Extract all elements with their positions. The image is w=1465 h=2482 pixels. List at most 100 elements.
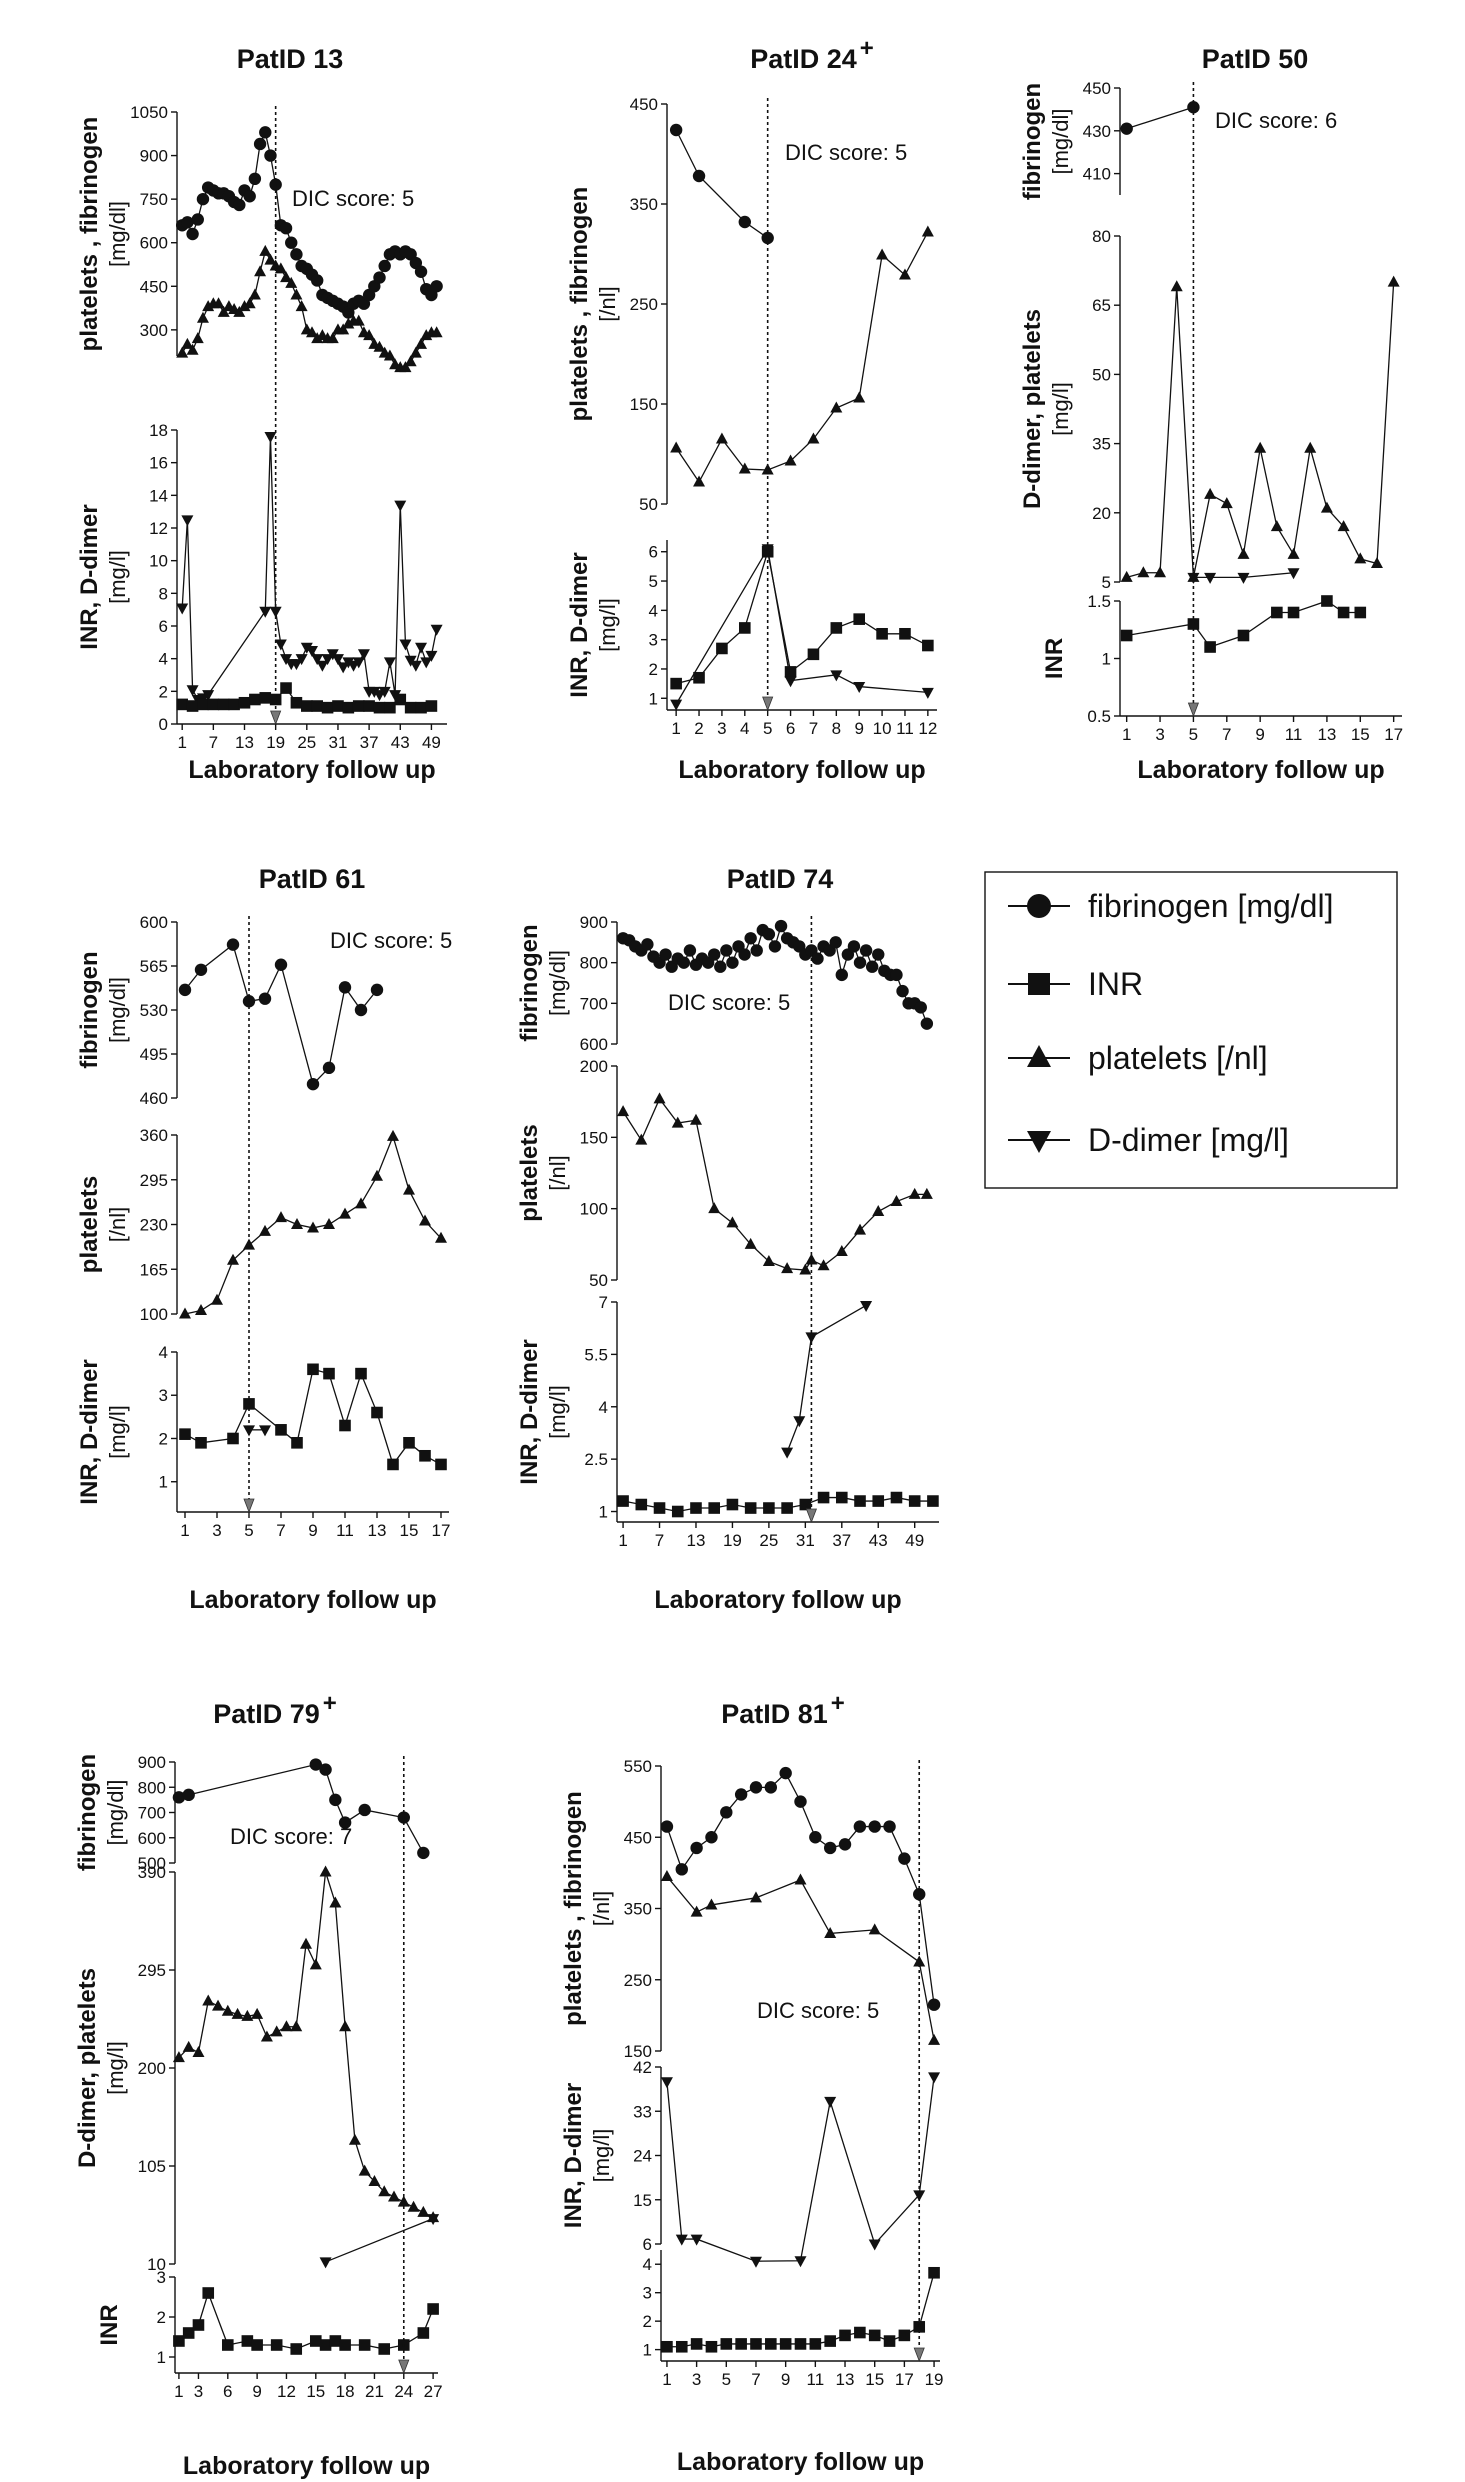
data-point-triangle-up [726,1216,739,1228]
data-point-triangle-up [1137,566,1150,578]
x-tick-label: 11 [1285,725,1303,744]
data-point-square [779,2338,792,2350]
panel-2: 1 2 3 4 5 6 INR, D-dimer [mg/l] [566,540,934,711]
x-tick-label: 7 [276,1521,285,1540]
data-point-triangle-down [824,2096,837,2108]
data-point-triangle-up [202,300,215,312]
y-axis-unit-label: [/nl] [105,1207,130,1242]
data-point-circle [181,216,194,229]
x-tick-label: 27 [424,2382,443,2401]
series-d-dimer-mg-l [670,544,934,711]
y-tick-label: 900 [580,913,608,932]
data-point-triangle-up [259,244,272,256]
series-line [675,129,769,239]
x-tick-label: 11 [336,1521,354,1540]
y-tick-label: 295 [138,1961,166,1980]
data-point-triangle-up [300,1937,313,1949]
data-point-triangle-up [635,1133,648,1145]
series-line [675,546,928,705]
chart-patid-74: PatID 74 600 700 800 900 fibrinogen [mg/dl] 50 1… [516,864,939,1614]
data-point-circle [319,1763,332,1776]
y-tick-label: 3 [649,631,658,650]
chart-title: PatID 79 + [213,1690,337,1729]
x-tick-label: 15 [306,2382,325,2401]
legend: fibrinogen [mg/dl] INR platelets [/nl] D-di… [984,871,1398,1189]
y-tick-label: 150 [630,395,658,414]
data-point-triangle-up [307,1221,319,1233]
data-point-square [270,2339,283,2351]
data-point-square [387,1458,399,1471]
data-point-triangle-up [409,346,422,358]
data-point-circle [750,944,763,957]
x-tick-label: 13 [1317,725,1336,744]
data-point-triangle-up [920,1187,933,1199]
data-point-triangle-up [784,454,797,466]
data-point-triangle-down [784,676,797,688]
y-axis-unit-label: [mg/dl] [103,1779,128,1845]
series-fibrinogen-mg-dl [175,126,443,319]
x-axis-label: Laboratory follow up [678,756,925,784]
data-point-square [690,1502,702,1514]
series-d-dimer-mg-l [781,1300,873,1459]
dic-score-label: DIC score: 5 [330,928,452,953]
data-point-triangle-up [660,1869,673,1881]
y-tick-label: 42 [633,2058,652,2077]
data-point-square [249,693,261,706]
data-point-triangle-up [420,329,433,341]
data-point-square [671,1505,684,1518]
x-axis-label: Laboratory follow up [189,1586,436,1614]
data-point-circle [683,944,697,957]
data-point-square [1354,606,1367,619]
data-point-triangle-up [781,1262,794,1274]
x-tick-label: 17 [1384,725,1403,744]
y-tick-label: 600 [140,913,168,932]
x-axis-label: Laboratory follow up [1137,756,1384,784]
data-point-square [342,701,355,714]
x-tick-label: 43 [869,1531,888,1550]
x-tick-label: 13 [235,733,254,752]
data-point-circle [243,190,256,203]
y-axis-unit-label: [mg/l] [1048,382,1073,436]
chart-title-superscript: + [323,1690,337,1717]
dic-score-label: DIC score: 5 [785,140,907,165]
y-axis-unit-label: [mg/dl] [105,201,130,267]
legend-label: platelets [/nl] [1088,1040,1268,1076]
y-tick-label: 4 [643,2255,652,2274]
legend-box [984,871,1398,1189]
y-tick-label: 33 [633,2102,652,2121]
data-point-triangle-up [275,1211,287,1223]
data-point-triangle-down [1204,572,1217,584]
series-line [622,1097,927,1271]
data-point-triangle-up [383,349,396,361]
data-point-circle [669,123,683,137]
y-tick-label: 100 [140,1305,168,1324]
x-tick-label: 13 [836,2370,855,2389]
data-point-triangle-up [179,1307,191,1319]
data-point-triangle-up [868,1923,881,1935]
y-tick-label: 410 [1083,165,1111,184]
series-line [622,1496,933,1513]
data-point-triangle-down [1237,572,1250,584]
panel-1: 50 150 250 350 450 platelets , fibrinogen [/nl… [566,95,934,514]
data-point-triangle-up [363,329,376,341]
data-point-square [319,2339,332,2351]
x-tick-label: 1 [618,1531,627,1550]
data-point-square [890,1491,903,1504]
y-tick-label: 300 [140,321,168,340]
series-line [178,2290,434,2350]
data-point-triangle-up [388,2190,401,2202]
data-point-triangle-down [675,2234,688,2246]
data-point-square [202,2287,215,2299]
data-point-square [259,692,272,704]
data-point-triangle-up [799,1263,812,1275]
y-tick-label: 700 [580,994,608,1013]
data-point-triangle-up [285,276,298,288]
data-point-square [217,698,230,711]
data-point-circle [354,1003,368,1017]
data-point-square [394,693,407,706]
data-point-circle [338,981,352,994]
series-d-dimer-mg-l [319,2214,440,2269]
data-point-square [899,627,911,640]
data-point-circle [310,274,324,287]
